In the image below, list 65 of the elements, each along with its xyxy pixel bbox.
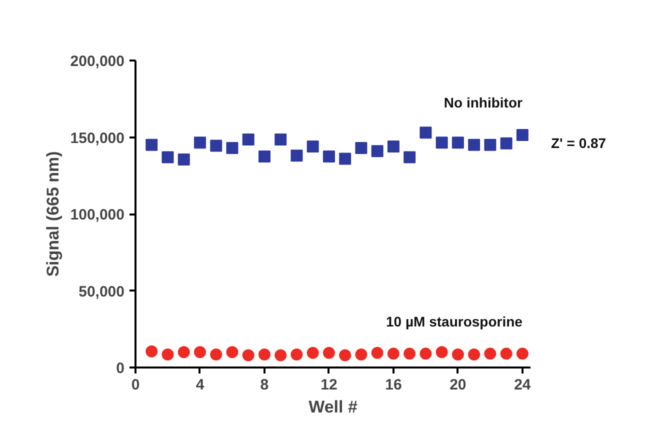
point <box>242 349 254 362</box>
y-axis-title: Signal (665 nm) <box>43 151 62 277</box>
point <box>516 348 528 360</box>
x-tick-label: 4 <box>196 376 205 394</box>
point <box>500 348 512 360</box>
point <box>404 151 416 164</box>
point <box>162 151 174 164</box>
point <box>387 348 400 360</box>
point <box>242 134 254 146</box>
text: Z' = 0.87 <box>551 134 606 153</box>
y-tick-label: 200,000 <box>70 53 125 70</box>
point <box>306 140 319 152</box>
point <box>420 126 432 139</box>
point <box>436 346 448 358</box>
point <box>258 348 270 360</box>
y-tick-label: 100,000 <box>70 206 125 224</box>
x-tick-label: 20 <box>450 376 466 394</box>
point <box>355 142 368 154</box>
y-tick-label: 50,000 <box>78 283 125 300</box>
series-label: 10 µM staurosporine <box>386 313 523 330</box>
point <box>290 150 303 162</box>
point <box>226 142 238 154</box>
point <box>452 348 464 360</box>
point <box>194 136 206 149</box>
point <box>146 345 158 358</box>
point <box>274 134 287 146</box>
point <box>484 138 496 151</box>
point <box>436 136 448 149</box>
point <box>258 150 270 162</box>
point <box>226 346 238 358</box>
series-label: No inhibitor <box>444 94 523 111</box>
point <box>371 346 384 359</box>
point <box>404 348 416 360</box>
point <box>484 348 496 360</box>
point <box>387 140 400 152</box>
point <box>178 154 190 166</box>
y-tick-label: 0 <box>116 360 124 377</box>
point <box>274 349 287 362</box>
y-tick-label: 150,000 <box>70 130 125 147</box>
point <box>452 136 464 149</box>
point <box>178 346 190 358</box>
point <box>146 138 158 151</box>
x-tick-label: 24 <box>514 376 532 394</box>
x-axis-title: Well # <box>308 398 358 416</box>
point <box>420 348 432 360</box>
point <box>516 128 528 141</box>
x-tick-label: 0 <box>131 376 140 394</box>
point <box>194 346 206 358</box>
point <box>500 137 512 150</box>
point <box>290 348 303 360</box>
point <box>339 349 352 362</box>
x-tick-label: 8 <box>260 376 269 394</box>
x-tick-label: 16 <box>385 376 402 394</box>
point <box>355 348 368 360</box>
point <box>306 346 319 359</box>
point <box>322 150 335 162</box>
point <box>210 140 222 152</box>
point <box>371 145 384 158</box>
x-tick-label: 12 <box>320 376 338 394</box>
point <box>468 138 480 151</box>
point <box>322 346 335 359</box>
point <box>162 348 174 360</box>
point <box>210 348 222 360</box>
point <box>339 152 352 165</box>
point <box>468 348 480 360</box>
